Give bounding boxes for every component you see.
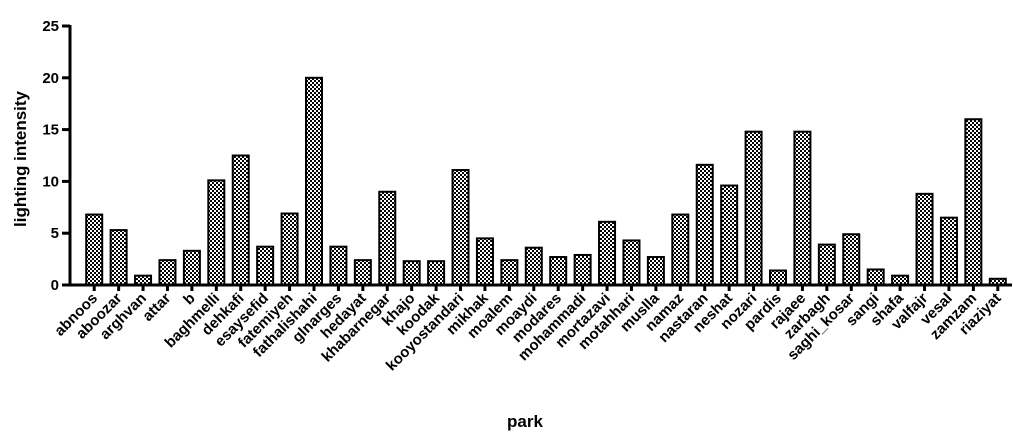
- bar-valfajr: [915, 192, 934, 286]
- bar-abnoos: [85, 213, 104, 286]
- bar-zamzam: [964, 118, 983, 286]
- y-tick-label: 25: [42, 18, 59, 35]
- bar-sangi: [866, 268, 885, 286]
- y-tick-label: 0: [51, 277, 59, 294]
- bar-glnarges: [329, 245, 348, 286]
- bar-esaysefid: [256, 245, 275, 286]
- bar-dehkafi: [231, 154, 250, 286]
- bar-nastaran: [695, 163, 714, 287]
- x-tick-label-attar: attar: [139, 290, 174, 325]
- bar-pardis: [769, 269, 787, 287]
- y-axis-ticks: 0 5 10 15 20 25: [42, 18, 70, 294]
- bar-vesal: [939, 216, 958, 286]
- bar-khajo: [402, 260, 421, 286]
- bar-modares: [549, 256, 568, 287]
- bar-aboozar: [109, 229, 128, 286]
- bar-motahhari: [622, 239, 641, 286]
- x-axis-title: park: [507, 412, 543, 431]
- bar-muslla: [646, 256, 665, 287]
- bar-namaz: [671, 213, 690, 286]
- bar-zarbagh: [817, 243, 836, 286]
- bar-b: [182, 249, 201, 286]
- y-axis-title: lighting intensity: [11, 90, 30, 227]
- bar-saghi_kosar: [842, 233, 861, 286]
- bar-hedayat: [353, 259, 372, 286]
- bar-rajaee: [793, 130, 812, 286]
- x-axis-ticks: [92, 285, 1000, 291]
- bar-khabarnegar: [378, 190, 397, 286]
- y-tick-label: 15: [42, 122, 59, 139]
- bar-fatemiyeh: [280, 212, 299, 287]
- bar-mohammadi: [573, 253, 592, 286]
- bar-neshat: [720, 184, 739, 287]
- bar-koodak: [427, 260, 446, 286]
- bar-attar: [158, 259, 177, 286]
- bar-mikhak: [475, 237, 494, 287]
- y-tick-label: 10: [42, 173, 59, 190]
- y-tick-label: 20: [42, 70, 59, 87]
- bar-moalem: [500, 259, 519, 286]
- bar-kooyostandari: [451, 169, 470, 286]
- y-tick-label: 5: [51, 225, 59, 242]
- bar-mortazavi: [598, 220, 617, 286]
- bar-moaydi: [524, 246, 543, 286]
- bar-fathalishahi: [305, 76, 323, 286]
- bars-group: [85, 76, 1007, 287]
- bar-nozari: [744, 130, 763, 286]
- bar-baghmelli: [207, 179, 226, 286]
